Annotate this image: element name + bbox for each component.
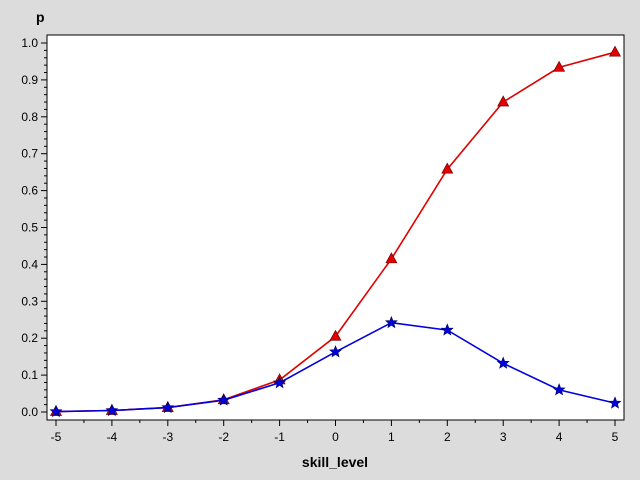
data-point-star xyxy=(329,345,342,358)
data-point-triangle xyxy=(329,329,342,341)
data-point-star xyxy=(49,404,63,418)
data-point-star xyxy=(384,315,398,329)
data-point-star xyxy=(217,393,231,406)
x-tick-label: -5 xyxy=(51,430,62,444)
x-tick-label: -2 xyxy=(218,430,229,444)
data-point-star xyxy=(496,356,510,369)
y-tick-label: 0.5 xyxy=(21,221,38,235)
x-axis-title: skill_level xyxy=(302,454,368,470)
data-point-star xyxy=(161,400,175,414)
data-point-triangle xyxy=(385,252,398,264)
x-axis: -5 -4 -3 -2 -1 0 1 2 3 4 5 xyxy=(51,420,619,444)
y-tick-label: 0.4 xyxy=(21,257,38,271)
plot-area xyxy=(46,34,625,421)
data-point-triangle xyxy=(441,162,454,174)
series-1 xyxy=(49,315,622,418)
y-tick-label: 0.9 xyxy=(21,73,38,87)
x-tick-label: 1 xyxy=(388,430,395,444)
x-tick-label: -1 xyxy=(274,430,285,444)
y-tick-label: 1.0 xyxy=(21,36,38,50)
data-point-triangle xyxy=(497,95,510,107)
y-tick-label: 0.2 xyxy=(21,331,38,345)
data-point-star xyxy=(273,375,287,389)
data-point-triangle xyxy=(608,45,622,57)
data-point-star xyxy=(552,383,566,396)
data-point-star xyxy=(105,403,119,417)
x-tick-label: 5 xyxy=(612,430,619,444)
data-point-star xyxy=(608,396,622,409)
y-tick-label: 0.8 xyxy=(21,110,38,124)
y-axis: 0.0 0.1 0.2 0.3 0.4 0.5 0.6 0.7 0.8 0.9 1.0 xyxy=(21,36,47,419)
x-tick-label: 4 xyxy=(556,430,563,444)
y-tick-label: 0.1 xyxy=(21,368,38,382)
y-tick-label: 0.0 xyxy=(21,405,38,419)
y-tick-label: 0.3 xyxy=(21,294,38,308)
series-layer xyxy=(49,45,622,418)
x-tick-label: -3 xyxy=(162,430,173,444)
x-tick-label: 2 xyxy=(444,430,451,444)
x-tick-label: -4 xyxy=(107,430,118,444)
y-tick-label: 0.7 xyxy=(21,147,38,161)
y-tick-label: 0.6 xyxy=(21,184,38,198)
x-tick-label: 0 xyxy=(332,430,339,444)
x-tick-label: 3 xyxy=(500,430,507,444)
data-point-star xyxy=(440,323,454,336)
y-axis-title: p xyxy=(36,9,45,25)
data-point-triangle xyxy=(553,60,566,72)
